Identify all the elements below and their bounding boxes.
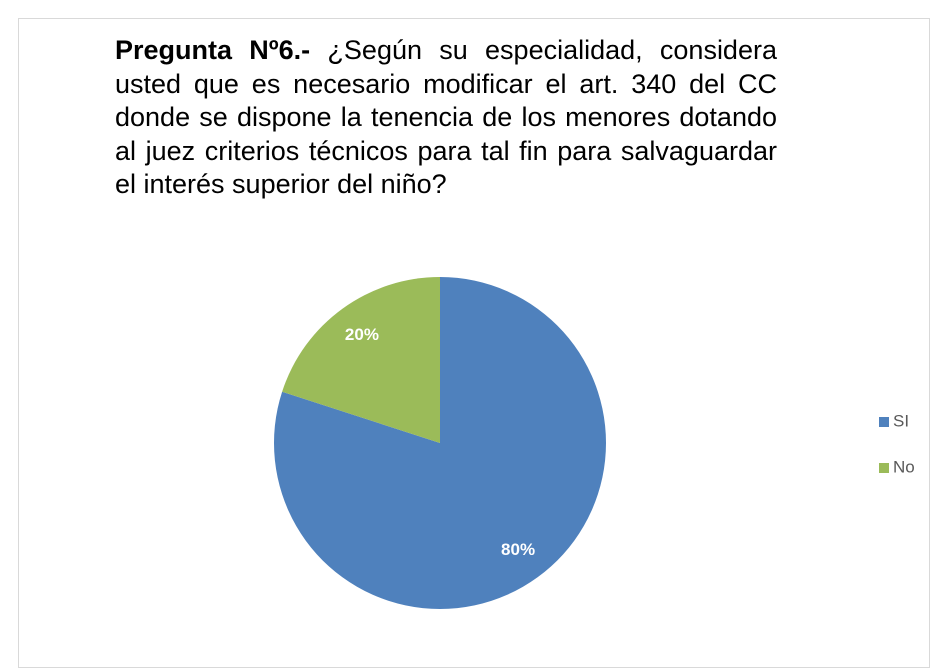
legend-label: No [893, 457, 915, 476]
data-label: 80% [501, 540, 535, 559]
chart-subtitle: ¿Según su especialidad, considera usted … [115, 35, 777, 199]
legend-swatch [879, 417, 889, 427]
chart-title-block: Pregunta Nº6.- ¿Según su especialidad, c… [115, 34, 777, 202]
data-label: 20% [345, 325, 379, 344]
chart-title: Pregunta Nº6.- [115, 35, 311, 65]
pie-slice [282, 277, 440, 443]
legend-swatch [879, 463, 889, 473]
legend-label: SI [893, 411, 909, 430]
